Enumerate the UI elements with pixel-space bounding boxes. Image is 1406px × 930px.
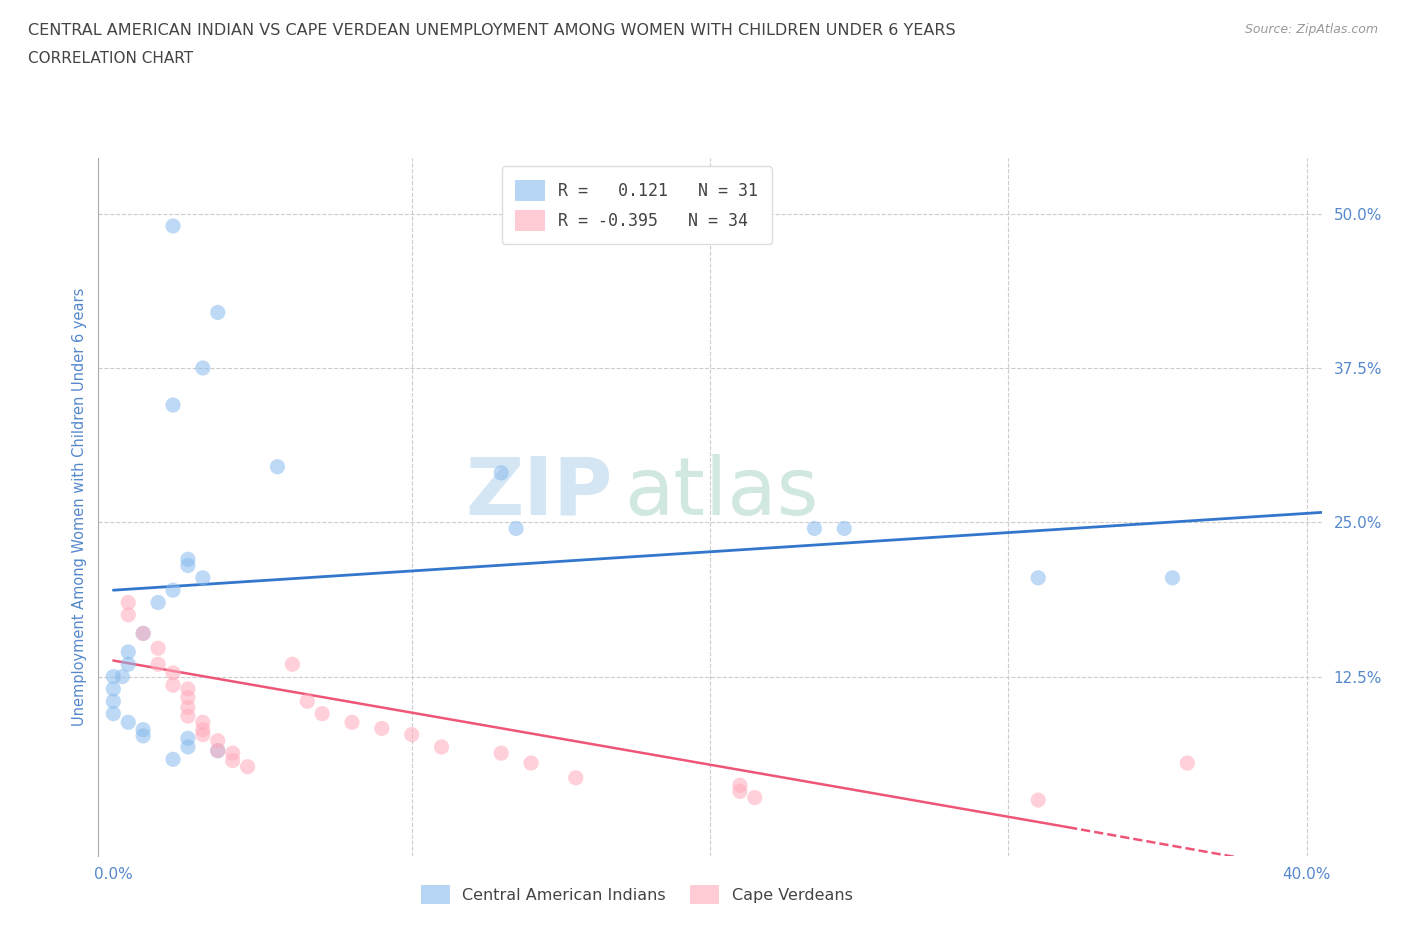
Point xyxy=(191,723,214,737)
Point xyxy=(520,755,543,770)
Point xyxy=(266,459,288,474)
Point xyxy=(505,521,527,536)
Point xyxy=(162,397,184,412)
Point xyxy=(162,751,184,766)
Point xyxy=(177,551,200,566)
Text: Source: ZipAtlas.com: Source: ZipAtlas.com xyxy=(1244,23,1378,36)
Text: atlas: atlas xyxy=(624,454,818,532)
Point xyxy=(236,759,259,774)
Text: CENTRAL AMERICAN INDIAN VS CAPE VERDEAN UNEMPLOYMENT AMONG WOMEN WITH CHILDREN U: CENTRAL AMERICAN INDIAN VS CAPE VERDEAN … xyxy=(28,23,956,38)
Point xyxy=(177,731,200,746)
Point xyxy=(117,715,139,730)
Point xyxy=(103,670,125,684)
Point xyxy=(177,682,200,697)
Point xyxy=(803,521,825,536)
Point xyxy=(728,777,751,792)
Point xyxy=(103,682,125,697)
Point xyxy=(207,734,229,749)
Point xyxy=(177,690,200,705)
Point xyxy=(430,739,453,754)
Point xyxy=(207,743,229,758)
Point xyxy=(489,746,512,761)
Point xyxy=(103,694,125,709)
Point xyxy=(162,666,184,681)
Point xyxy=(1161,570,1184,585)
Point xyxy=(1177,755,1199,770)
Point xyxy=(103,706,125,721)
Point xyxy=(191,570,214,585)
Text: ZIP: ZIP xyxy=(465,454,612,532)
Point xyxy=(191,361,214,376)
Point xyxy=(1026,792,1049,807)
Point xyxy=(1026,570,1049,585)
Point xyxy=(177,558,200,573)
Point xyxy=(146,657,169,671)
Point xyxy=(177,709,200,724)
Point xyxy=(162,219,184,233)
Point xyxy=(489,465,512,480)
Point xyxy=(221,746,243,761)
Point xyxy=(162,678,184,693)
Point xyxy=(146,595,169,610)
Point xyxy=(132,626,155,641)
Point xyxy=(207,743,229,758)
Point xyxy=(297,694,319,709)
Point xyxy=(117,607,139,622)
Point xyxy=(191,715,214,730)
Point xyxy=(177,739,200,754)
Point xyxy=(401,727,423,742)
Point xyxy=(728,784,751,799)
Point xyxy=(207,305,229,320)
Point xyxy=(744,790,766,805)
Point xyxy=(565,770,588,785)
Point xyxy=(117,657,139,671)
Point xyxy=(371,721,394,736)
Point xyxy=(132,723,155,737)
Point xyxy=(111,670,134,684)
Point xyxy=(117,644,139,659)
Point xyxy=(281,657,304,671)
Y-axis label: Unemployment Among Women with Children Under 6 years: Unemployment Among Women with Children U… xyxy=(72,287,87,726)
Legend: Central American Indians, Cape Verdeans: Central American Indians, Cape Verdeans xyxy=(415,878,859,910)
Point xyxy=(311,706,333,721)
Point xyxy=(162,583,184,598)
Point xyxy=(340,715,363,730)
Point xyxy=(832,521,855,536)
Point xyxy=(221,753,243,768)
Point xyxy=(132,626,155,641)
Point xyxy=(117,595,139,610)
Point xyxy=(177,700,200,715)
Point xyxy=(146,641,169,656)
Text: CORRELATION CHART: CORRELATION CHART xyxy=(28,51,193,66)
Point xyxy=(132,728,155,743)
Point xyxy=(191,727,214,742)
